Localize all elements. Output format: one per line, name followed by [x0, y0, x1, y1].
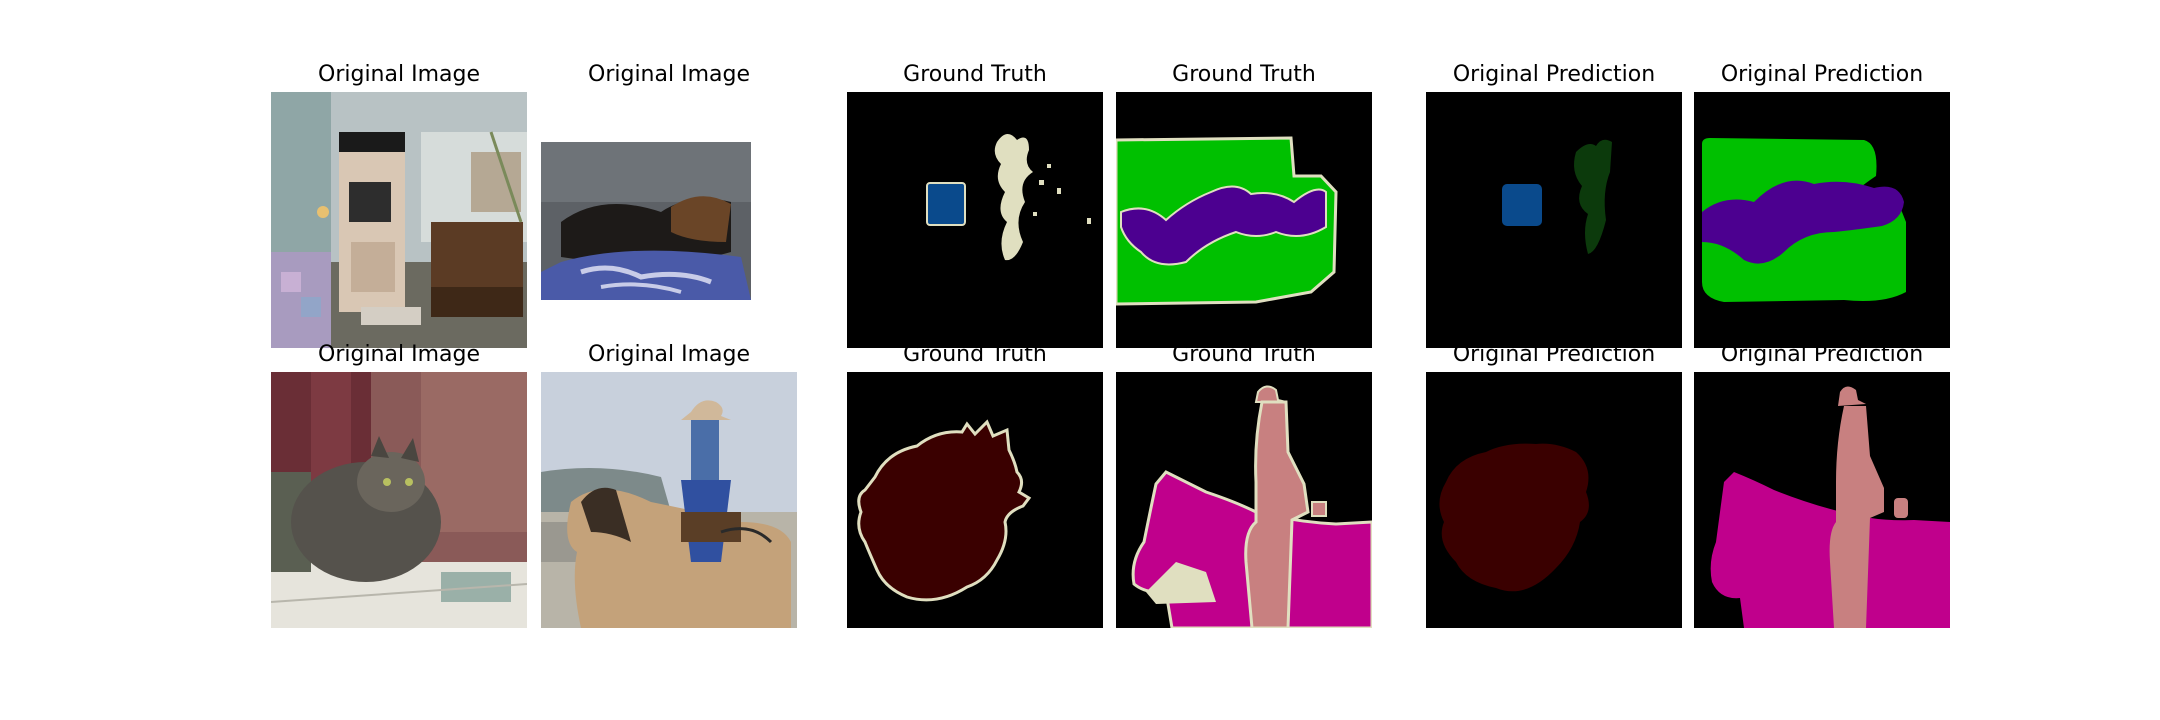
dogs-on-sofa-photo — [541, 92, 797, 348]
horse-ground-truth-mask — [1116, 372, 1372, 628]
panel-title: Original Prediction — [1452, 62, 1656, 87]
cowboy-horse-photo — [541, 372, 797, 628]
panel-title: Original Image — [318, 62, 480, 87]
panel-title: Original Image — [318, 342, 480, 367]
sofa-prediction-mask — [1694, 92, 1950, 348]
panel-title: Original Prediction — [1720, 342, 1924, 367]
cat-ground-truth-mask — [847, 372, 1103, 628]
room-prediction-mask — [1426, 92, 1682, 348]
panel-title: Ground Truth — [903, 62, 1047, 87]
horse-prediction-mask — [1694, 372, 1950, 628]
panel-title: Ground Truth — [1172, 342, 1316, 367]
cat-prediction-mask — [1426, 372, 1682, 628]
panel-title: Ground Truth — [903, 342, 1047, 367]
panel-title: Original Prediction — [1720, 62, 1924, 87]
panel-title: Original Prediction — [1452, 342, 1656, 367]
room-ground-truth-mask — [847, 92, 1103, 348]
sofa-ground-truth-mask — [1116, 92, 1372, 348]
panel-title: Original Image — [588, 342, 750, 367]
panel-title: Ground Truth — [1172, 62, 1316, 87]
living-room-photo — [271, 92, 527, 348]
panel-title: Original Image — [588, 62, 750, 87]
cat-photo — [271, 372, 527, 628]
